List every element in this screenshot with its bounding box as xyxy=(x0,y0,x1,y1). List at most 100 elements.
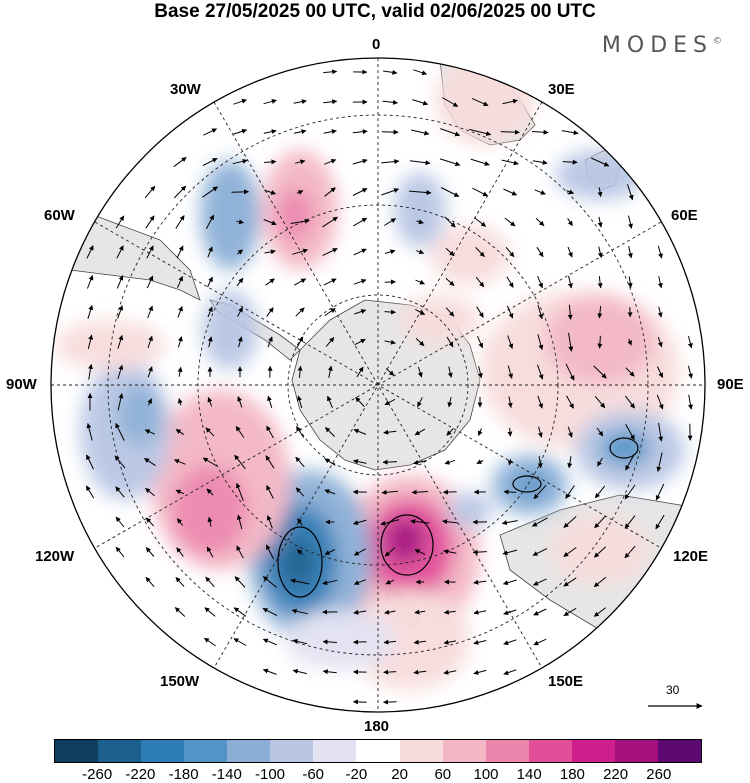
wind-arrow xyxy=(531,129,549,135)
wind-arrow xyxy=(384,398,396,406)
wind-arrow xyxy=(383,669,397,675)
wind-arrow xyxy=(292,638,308,645)
wind-arrow xyxy=(352,699,367,705)
wind-arrow xyxy=(173,185,187,199)
wind-arrow xyxy=(477,336,484,349)
wind-arrow xyxy=(353,279,367,285)
wind-arrow xyxy=(322,248,338,256)
wind-arrow xyxy=(447,366,453,378)
wind-arrow xyxy=(537,305,544,320)
wind-arrow xyxy=(175,577,185,587)
wind-arrow xyxy=(413,69,428,76)
label-30e: 30E xyxy=(548,81,575,98)
wind-arrow xyxy=(232,158,248,165)
label-150e: 150E xyxy=(548,673,584,690)
wind-arrow xyxy=(327,365,333,378)
wind-arrow xyxy=(297,549,303,555)
wind-arrow xyxy=(409,160,431,166)
wind-arrow xyxy=(290,218,310,224)
wind-arrow xyxy=(233,98,247,105)
wind-arrow xyxy=(233,128,248,135)
wind-arrow xyxy=(292,668,307,675)
colorbar-tick-label: -180 xyxy=(168,766,199,783)
wind-arrow xyxy=(597,305,603,319)
colorbar-tick-label: -260 xyxy=(82,766,113,783)
wind-arrow xyxy=(414,549,426,555)
wind-arrow xyxy=(354,338,366,346)
wind-arrow xyxy=(537,276,543,289)
wind-arrow xyxy=(87,304,94,319)
wind-arrow xyxy=(116,275,124,289)
wind-arrow xyxy=(203,637,216,647)
wind-arrow xyxy=(597,187,603,198)
wind-arrow xyxy=(117,364,124,380)
wind-arrow xyxy=(291,608,309,615)
modes-logo: MODES© xyxy=(601,33,722,58)
wind-arrow xyxy=(440,128,461,137)
wind-arrow xyxy=(265,455,275,469)
wind-arrow xyxy=(237,249,243,255)
wind-arrow xyxy=(385,579,395,585)
wind-arrow xyxy=(563,516,577,528)
wind-arrow xyxy=(355,397,365,407)
wind-arrow xyxy=(624,515,636,529)
label-60e: 60E xyxy=(671,207,698,224)
wind-arrow xyxy=(146,275,154,289)
wind-arrow xyxy=(593,546,607,558)
colorbar-swatch xyxy=(313,740,357,762)
wind-arrow xyxy=(236,277,244,287)
wind-arrow xyxy=(324,159,337,165)
wind-arrow xyxy=(688,394,693,410)
colorbar-tick-label: 260 xyxy=(646,766,672,783)
wind-arrow xyxy=(534,189,546,195)
colorbar-tick-label: -220 xyxy=(125,766,156,783)
wind-arrow xyxy=(267,395,273,409)
wind-arrow xyxy=(656,366,664,378)
wind-arrow xyxy=(469,128,492,136)
wind-arrow xyxy=(86,423,93,441)
wind-arrow xyxy=(206,546,214,558)
wind-arrow xyxy=(476,306,484,318)
wind-arrow xyxy=(381,188,400,196)
wind-arrow xyxy=(503,639,517,646)
wind-arrow xyxy=(207,516,213,527)
wind-arrow xyxy=(117,305,124,319)
wind-arrow xyxy=(237,336,243,348)
wind-arrow xyxy=(235,482,244,501)
wind-arrow xyxy=(327,395,333,408)
wind-arrow xyxy=(144,457,156,467)
wind-arrow xyxy=(447,396,453,408)
wind-arrow xyxy=(472,549,487,555)
wind-arrow xyxy=(533,484,547,500)
wind-arrow xyxy=(382,99,398,105)
wind-arrow xyxy=(502,98,518,105)
wind-arrow xyxy=(657,245,663,259)
wind-arrow xyxy=(176,518,184,526)
wind-arrow xyxy=(444,459,456,465)
wind-arrow xyxy=(416,249,425,255)
wind-arrow xyxy=(417,397,423,408)
wind-arrow xyxy=(531,517,548,527)
wind-arrow xyxy=(411,489,428,495)
wind-arrow xyxy=(536,246,544,258)
wind-arrow xyxy=(687,365,693,379)
label-90w: 90W xyxy=(6,376,37,393)
wind-arrow xyxy=(533,638,547,646)
wind-arrow xyxy=(86,245,94,259)
wind-arrow xyxy=(352,188,368,196)
wind-arrow xyxy=(533,608,547,616)
wind-arrow xyxy=(264,189,277,195)
wind-arrow xyxy=(567,246,573,258)
wind-arrow xyxy=(176,245,184,259)
wind-arrow xyxy=(292,248,309,255)
wind-arrow xyxy=(177,398,183,406)
wind-arrow xyxy=(204,607,216,617)
colorbar-tick-label: -60 xyxy=(302,766,325,783)
wind-arrow xyxy=(567,304,573,320)
colorbar-swatch xyxy=(657,740,701,762)
wind-arrow xyxy=(115,215,125,229)
wind-arrow xyxy=(535,217,545,227)
wind-arrow xyxy=(177,366,183,377)
wind-arrow xyxy=(502,579,517,586)
wind-arrow xyxy=(207,397,213,407)
